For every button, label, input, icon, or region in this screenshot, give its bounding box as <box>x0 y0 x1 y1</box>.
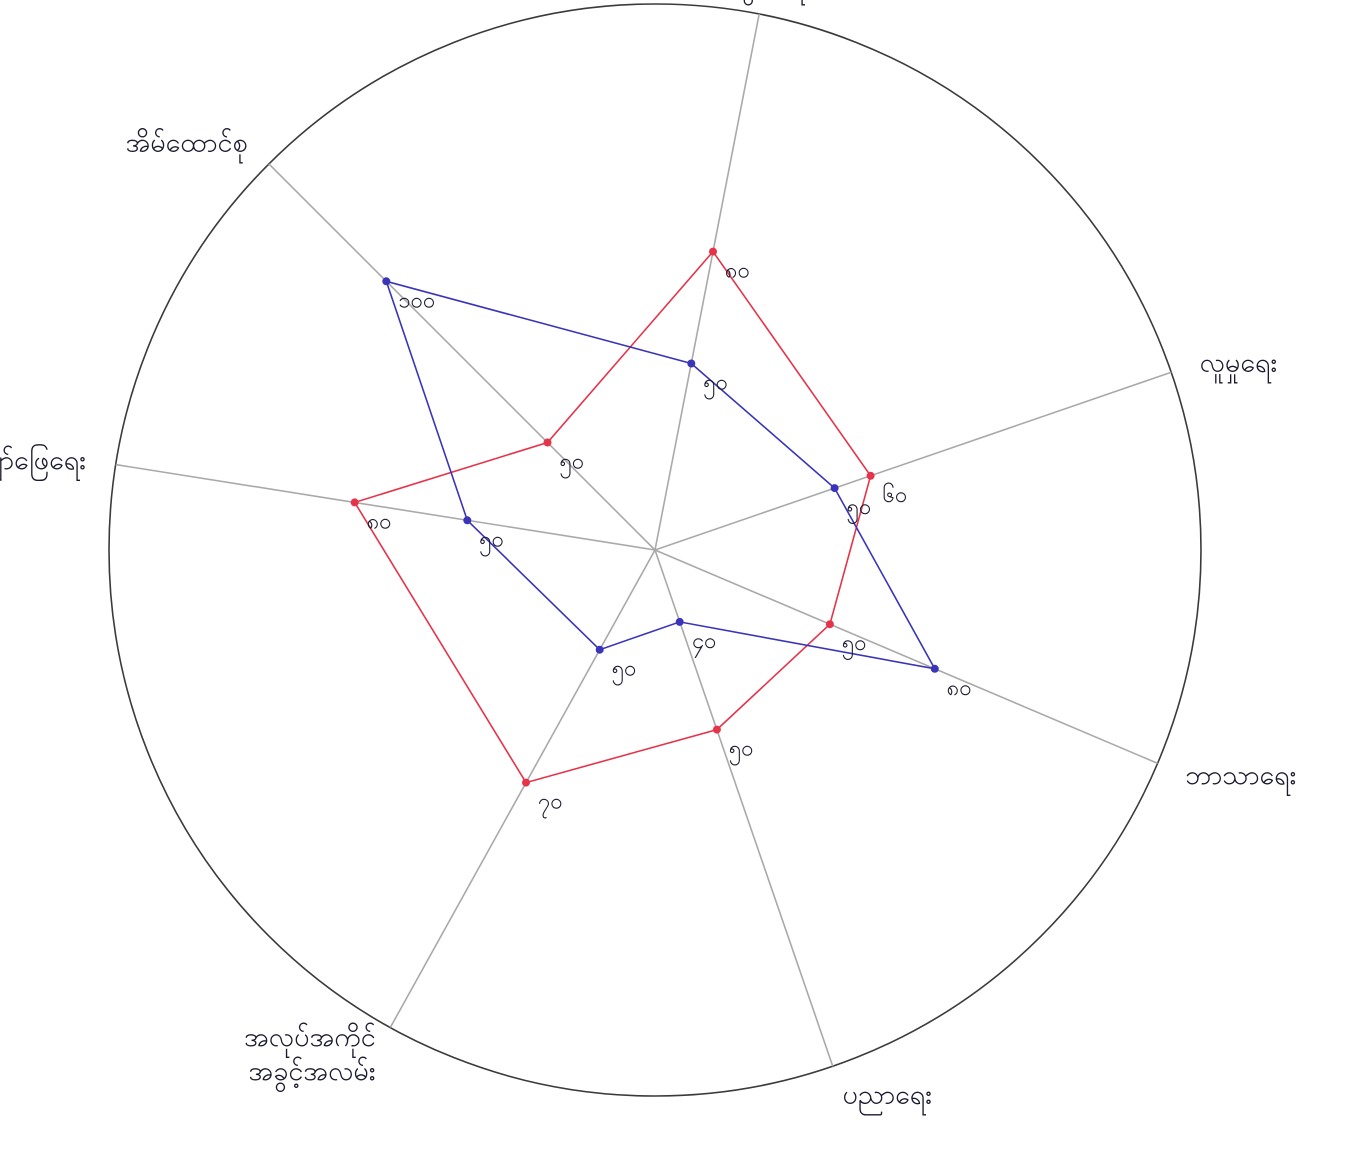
series-1-point-spiritual <box>825 620 834 629</box>
series-2-point-family <box>382 277 391 286</box>
series-2-point-entertainment <box>463 516 472 525</box>
category-label-education: ပညာရေး <box>843 1080 933 1116</box>
category-label-career-line-1: အလုပ်အကိုင် <box>244 1022 376 1058</box>
series-1-value-label-family: ၅၀ <box>560 450 585 479</box>
axis-line-family <box>268 163 656 551</box>
axis-line-social <box>654 371 1172 551</box>
series-1-value-label-career: ၇၀ <box>538 790 563 819</box>
series-2-value-label-entertainment: ၅၀ <box>479 527 504 556</box>
series-1-point-entertainment <box>350 498 359 507</box>
axis-line-career <box>389 549 656 1028</box>
series-2-line <box>385 280 937 670</box>
series-2-point-spiritual <box>930 664 939 673</box>
axis-line-education <box>654 549 834 1067</box>
series-1-value-label-health: ၈၀ <box>725 259 750 284</box>
category-label-entertainment: ဖျော်ဖြေရေး <box>0 443 86 481</box>
axis-line-spiritual <box>654 549 1158 765</box>
axis-line-health <box>654 13 760 551</box>
series-2-value-label-spiritual: ၈၀ <box>947 676 972 701</box>
series-2-point-social <box>830 484 839 493</box>
series-1-value-label-education: ၅၀ <box>729 737 754 766</box>
axes-group <box>115 13 1172 1067</box>
series-2-point-health <box>687 359 696 368</box>
series-2-value-label-family: ၁၀၀ <box>398 288 435 313</box>
series-2-value-label-education: ၄၀ <box>692 629 717 658</box>
axis-line-entertainment <box>115 463 656 551</box>
series-1-point-health <box>709 247 717 256</box>
series-1-line <box>353 250 872 784</box>
series-1-value-label-social: ၆၀ <box>883 482 908 508</box>
series-1-point-family <box>543 438 552 447</box>
series-2-value-label-health: ၅၀ <box>703 371 728 400</box>
category-label-social: လူမှုရေး <box>1200 348 1278 384</box>
category-label-family: အိမ်ထောင်စု <box>125 128 247 164</box>
series-1-point-education <box>712 725 721 734</box>
series-1-point-career <box>522 778 530 787</box>
category-label-career-line-2: အခွင့်အလမ်း <box>248 1056 375 1092</box>
series-2-value-label-social: ၅၀ <box>847 495 872 524</box>
series-2-value-label-career: ၅၀ <box>612 657 637 686</box>
category-label-spiritual: ဘာသာရေး <box>1185 760 1296 796</box>
series-group <box>350 247 939 787</box>
category-label-health: စီးပွားရေး <box>719 0 811 6</box>
labels-group: ၈၀၆၀၅၀၅၀၇၀၈၀၅၀၅၀၅၀၈၀၄၀၅၀၅၀၁၀၀စီးပွားရေးလ… <box>0 0 1297 1116</box>
series-1-value-label-entertainment: ၈၀ <box>367 509 392 534</box>
series-2-point-education <box>675 617 684 626</box>
series-1-value-label-spiritual: ၅၀ <box>842 631 867 660</box>
series-2-point-career <box>595 645 604 654</box>
series-1-point-social <box>866 471 875 480</box>
outer-circle <box>108 3 1202 1097</box>
